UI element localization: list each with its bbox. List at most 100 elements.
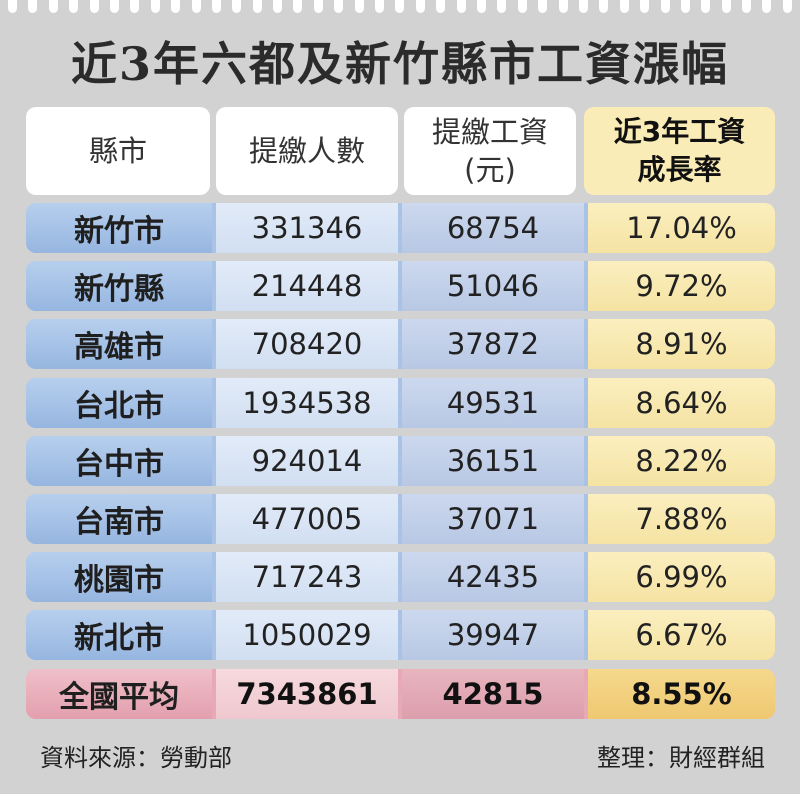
notch-decoration	[782, 0, 792, 13]
cell-population: 214448	[216, 261, 398, 312]
notch-decoration	[558, 0, 568, 13]
notch-decoration	[354, 0, 364, 13]
notch-decoration	[171, 0, 181, 13]
table-row: 台北市 1934538 49531 8.64%	[26, 377, 775, 428]
notch-decoration	[538, 0, 548, 13]
notch-decoration	[252, 0, 262, 13]
cell-rate: 6.99%	[588, 552, 775, 603]
header-rate-line2: 成長率	[637, 153, 722, 186]
notch-decoration	[456, 0, 466, 13]
cell-rate: 8.91%	[588, 319, 775, 370]
source-note: 資料來源：勞動部	[40, 744, 232, 772]
cell-population: 477005	[216, 494, 398, 544]
cell-county: 新竹市	[26, 203, 212, 253]
notch-decoration	[232, 0, 242, 13]
notch-decoration	[191, 0, 201, 13]
cell-population: 1934538	[216, 377, 398, 428]
cell-county: 台南市	[26, 494, 212, 544]
cell-rate: 9.72%	[588, 261, 775, 312]
table-row: 高雄市 708420 37872 8.91%	[26, 319, 775, 370]
cell-wage: 68754	[402, 203, 584, 253]
notch-decoration	[640, 0, 650, 13]
cell-county: 新竹縣	[26, 261, 212, 312]
table-row: 台中市 924014 36151 8.22%	[26, 435, 775, 486]
cell-wage: 37071	[402, 494, 584, 544]
notch-decoration	[415, 0, 425, 13]
chart-title: 近3年六都及新竹縣市工資漲幅	[70, 37, 729, 91]
header-wage: 提繳工資 (元)	[404, 107, 576, 195]
notch-decoration	[313, 0, 323, 13]
header-rate-line1: 近3年工資	[613, 115, 746, 148]
cell-wage: 42815	[402, 668, 584, 719]
notch-decoration	[680, 0, 690, 13]
table-row: 新竹市 331346 68754 17.04%	[26, 203, 775, 253]
notch-decoration	[150, 0, 160, 13]
notch-decoration	[762, 0, 772, 13]
notch-decoration	[130, 0, 140, 13]
cell-wage: 42435	[402, 552, 584, 603]
cell-rate: 8.64%	[588, 377, 775, 428]
notch-decoration	[395, 0, 405, 13]
cell-county: 高雄市	[26, 319, 212, 370]
notch-decoration	[476, 0, 486, 13]
notch-decoration	[28, 0, 38, 13]
notch-decoration	[721, 0, 731, 13]
header-county-label: 縣市	[88, 134, 147, 168]
cell-county: 新北市	[26, 610, 212, 661]
header-county: 縣市	[26, 107, 210, 195]
notch-decoration	[334, 0, 344, 13]
cell-county: 全國平均	[26, 668, 212, 719]
notch-decoration	[211, 0, 221, 13]
cell-population: 1050029	[216, 610, 398, 661]
cell-county: 台北市	[26, 377, 212, 428]
notch-decoration	[8, 0, 17, 13]
notch-decoration	[375, 0, 385, 13]
cell-rate: 6.67%	[588, 610, 775, 661]
notch-decoration	[742, 0, 752, 13]
cell-population: 331346	[216, 203, 398, 253]
cell-wage: 49531	[402, 377, 584, 428]
cell-population: 924014	[216, 435, 398, 486]
notch-decoration	[293, 0, 303, 13]
header-rate: 近3年工資 成長率	[584, 107, 775, 195]
header-population: 提繳人數	[216, 107, 398, 195]
cell-rate: 7.88%	[588, 494, 775, 544]
notch-decoration	[619, 0, 629, 13]
cell-wage: 51046	[402, 261, 584, 312]
notch-decoration	[69, 0, 79, 13]
table-row: 桃園市 717243 42435 6.99%	[26, 552, 775, 603]
notch-decoration	[701, 0, 711, 13]
cell-county: 桃園市	[26, 552, 212, 603]
table-row: 新竹縣 214448 51046 9.72%	[26, 261, 775, 312]
notch-decoration	[517, 0, 527, 13]
notch-decoration	[660, 0, 670, 13]
cell-wage: 37872	[402, 319, 584, 370]
notch-decoration	[599, 0, 609, 13]
table-row: 台南市 477005 37071 7.88%	[26, 494, 775, 544]
notch-decoration	[109, 0, 119, 13]
cell-county: 台中市	[26, 435, 212, 486]
header-wage-label: 提繳工資	[431, 115, 548, 149]
table-row-total: 全國平均 7343861 42815 8.55%	[26, 668, 775, 719]
cell-rate: 8.55%	[588, 668, 775, 719]
notch-strip	[0, 0, 800, 16]
notch-decoration	[497, 0, 507, 13]
table-row: 新北市 1050029 39947 6.67%	[26, 610, 775, 661]
cell-population: 717243	[216, 552, 398, 603]
notch-decoration	[48, 0, 58, 13]
cell-wage: 36151	[402, 435, 584, 486]
notch-decoration	[273, 0, 283, 13]
header-wage-unit: (元)	[464, 153, 516, 187]
notch-decoration	[436, 0, 446, 13]
cell-rate: 8.22%	[588, 435, 775, 486]
cell-rate: 17.04%	[588, 203, 775, 253]
header-population-label: 提繳人數	[248, 134, 365, 168]
footer: 資料來源：勞動部 整理：財經群組	[26, 736, 775, 772]
notch-decoration	[578, 0, 588, 13]
notch-decoration	[89, 0, 99, 13]
cell-population: 708420	[216, 319, 398, 370]
editor-note: 整理：財經群組	[597, 744, 765, 772]
cell-wage: 39947	[402, 610, 584, 661]
cell-population: 7343861	[216, 668, 398, 719]
